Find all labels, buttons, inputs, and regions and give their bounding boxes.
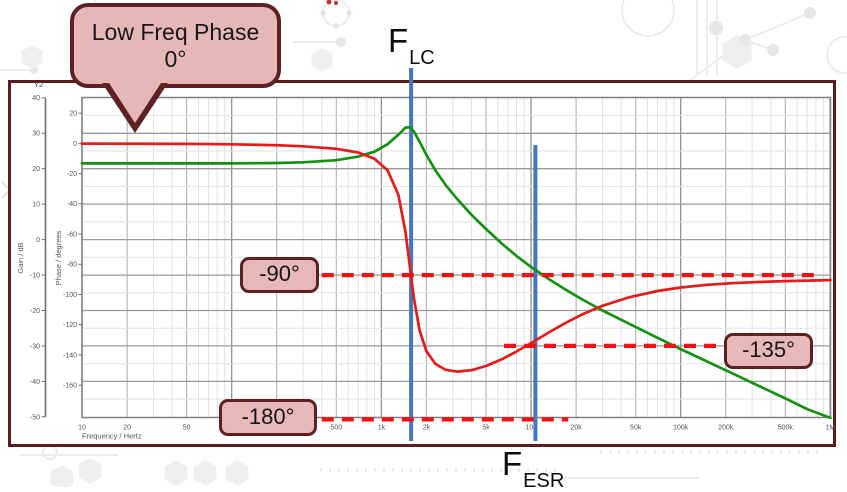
svg-text:1k: 1k bbox=[378, 425, 386, 432]
phase-annotation-minus-90: -90° bbox=[240, 257, 319, 293]
svg-text:-80: -80 bbox=[67, 262, 77, 269]
svg-text:-60: -60 bbox=[67, 232, 77, 239]
callout-tail-fill bbox=[109, 83, 161, 123]
svg-text:-160: -160 bbox=[63, 383, 77, 390]
svg-text:500k: 500k bbox=[778, 425, 794, 432]
chart-frame bbox=[8, 80, 836, 447]
svg-text:-40: -40 bbox=[67, 201, 77, 208]
svg-text:-20: -20 bbox=[30, 308, 40, 315]
svg-text:-100: -100 bbox=[63, 292, 77, 299]
svg-text:30: 30 bbox=[32, 131, 40, 138]
flc-sub: LC bbox=[409, 46, 435, 69]
svg-text:20: 20 bbox=[69, 111, 77, 118]
fesr-marker-label: FESR bbox=[502, 445, 565, 492]
low-freq-phase-callout: Low Freq Phase 0° bbox=[70, 3, 281, 88]
svg-text:-40: -40 bbox=[30, 379, 40, 386]
svg-text:1M: 1M bbox=[826, 425, 836, 432]
svg-text:10k: 10k bbox=[525, 425, 537, 432]
svg-text:-10: -10 bbox=[30, 272, 40, 279]
svg-text:20k: 20k bbox=[570, 425, 582, 432]
svg-text:50k: 50k bbox=[630, 425, 642, 432]
svg-text:50: 50 bbox=[183, 425, 191, 432]
svg-text:20: 20 bbox=[32, 166, 40, 173]
svg-text:Y2: Y2 bbox=[34, 80, 43, 89]
svg-text:10: 10 bbox=[32, 202, 40, 209]
svg-text:200k: 200k bbox=[718, 425, 734, 432]
svg-text:40: 40 bbox=[32, 95, 40, 102]
svg-text:Frequency / Hertz: Frequency / Hertz bbox=[82, 432, 142, 441]
svg-text:-30: -30 bbox=[30, 343, 40, 350]
svg-text:0: 0 bbox=[73, 141, 77, 148]
svg-text:10: 10 bbox=[78, 425, 86, 432]
flc-marker-label: FLC bbox=[388, 22, 435, 69]
callout-line1: Low Freq Phase bbox=[91, 19, 260, 46]
svg-text:100k: 100k bbox=[673, 425, 689, 432]
fesr-main: F bbox=[502, 445, 523, 482]
flc-main: F bbox=[388, 22, 409, 59]
svg-text:Gain / dB: Gain / dB bbox=[16, 242, 25, 273]
svg-text:2k: 2k bbox=[423, 425, 431, 432]
svg-text:-20: -20 bbox=[67, 171, 77, 178]
phase-annotation-minus-135: -135° bbox=[724, 333, 813, 369]
svg-text:-120: -120 bbox=[63, 322, 77, 329]
svg-text:-50: -50 bbox=[30, 414, 40, 421]
svg-text:5k: 5k bbox=[482, 425, 490, 432]
svg-text:0: 0 bbox=[36, 237, 40, 244]
svg-text:20: 20 bbox=[123, 425, 131, 432]
svg-text:-140: -140 bbox=[63, 352, 77, 359]
fesr-sub: ESR bbox=[523, 469, 565, 492]
svg-text:Phase / degrees: Phase / degrees bbox=[54, 230, 63, 285]
phase-annotation-minus-180: -180° bbox=[219, 399, 317, 436]
svg-text:500: 500 bbox=[330, 425, 342, 432]
callout-line2: 0° bbox=[164, 45, 187, 72]
